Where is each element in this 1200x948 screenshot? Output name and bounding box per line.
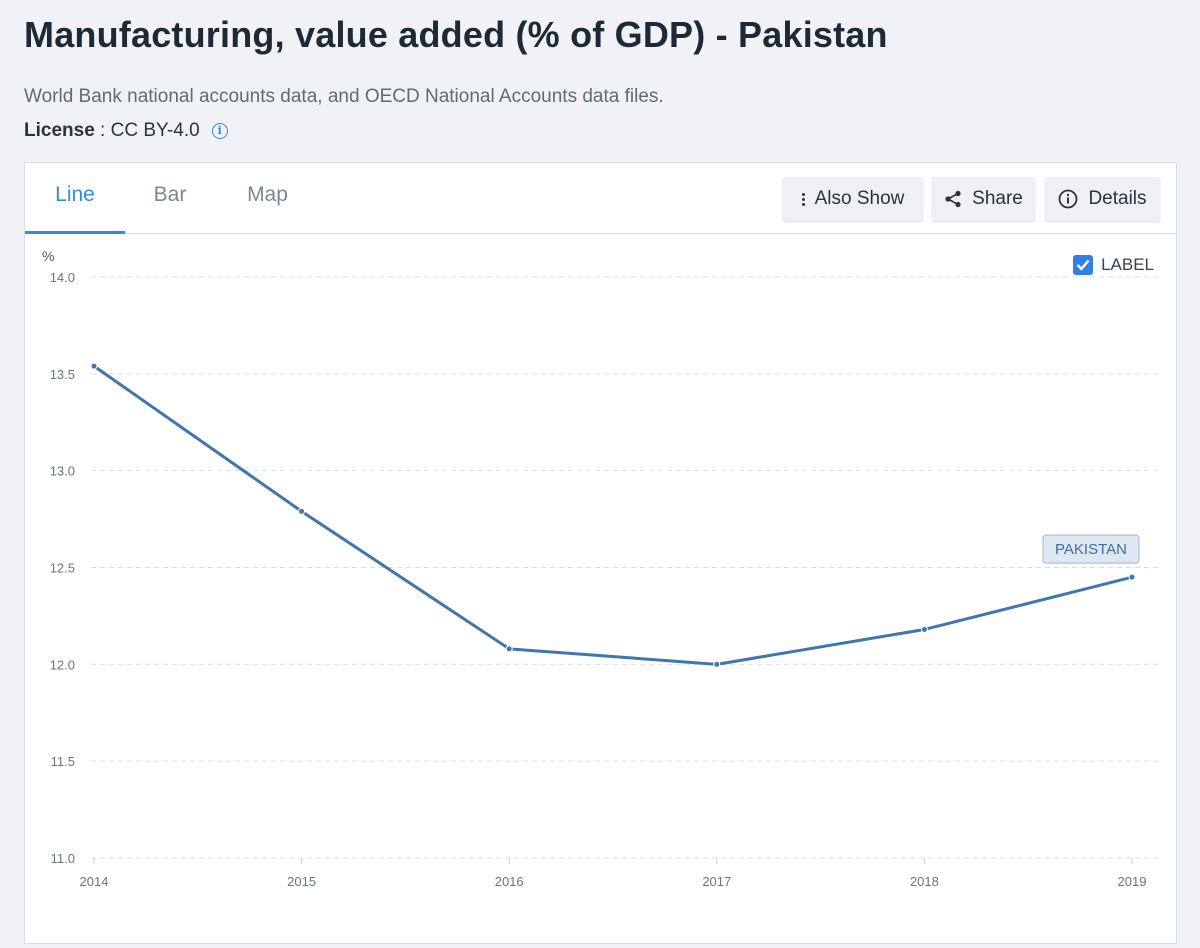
y-tick-label: 12.5 — [50, 561, 75, 576]
share-icon — [945, 190, 961, 208]
also-show-button[interactable]: Also Show — [783, 177, 923, 221]
y-tick-label: 11.0 — [51, 851, 75, 866]
y-tick-label: 11.5 — [51, 754, 75, 769]
x-tick-label: 2017 — [702, 874, 731, 889]
y-axis-label: % — [42, 248, 54, 264]
source-text: World Bank national accounts data, and O… — [24, 86, 664, 107]
also-show-label: Also Show — [814, 188, 905, 209]
data-point — [90, 362, 98, 370]
info-circle-icon — [1059, 189, 1078, 209]
x-tick-label: 2019 — [1118, 874, 1147, 889]
chart-panel: Line Bar Map Also Show Share Details — [24, 162, 1177, 944]
label-toggle-text: LABEL — [1101, 255, 1154, 274]
y-tick-label: 13.5 — [50, 367, 75, 382]
details-label: Details — [1088, 188, 1147, 209]
series-label-box — [1042, 534, 1140, 564]
y-tick-label: 13.0 — [50, 464, 75, 479]
y-tick-label: 12.0 — [50, 657, 75, 672]
data-point — [1128, 573, 1136, 581]
tab-line[interactable]: Line — [25, 163, 125, 234]
share-button[interactable]: Share — [932, 177, 1035, 221]
series-label: PAKISTAN — [1055, 541, 1127, 558]
label-checkbox[interactable] — [1073, 255, 1094, 275]
share-label: Share — [972, 188, 1023, 209]
x-tick-label: 2016 — [495, 874, 524, 889]
data-point — [505, 645, 513, 653]
info-icon[interactable]: i — [211, 123, 228, 139]
y-tick-label: 14.0 — [50, 270, 75, 285]
label-toggle[interactable]: LABEL — [1073, 255, 1154, 275]
x-tick-label: 2015 — [287, 874, 316, 889]
details-button[interactable]: Details — [1045, 177, 1160, 221]
line-chart: % 11.0 11.5 12.0 12.5 13.0 13.5 14.0 2014 2015 201… — [42, 248, 1161, 889]
x-tick-label: 2018 — [910, 874, 939, 889]
data-point — [298, 507, 306, 515]
page-title: Manufacturing, value added (% of GDP) - … — [24, 14, 888, 55]
tab-bar: Line Bar Map Also Show Share Details — [25, 163, 1176, 234]
more-vertical-icon — [801, 192, 805, 206]
tab-map[interactable]: Map — [247, 183, 288, 206]
tab-bar-chart[interactable]: Bar — [153, 183, 187, 206]
data-point — [920, 625, 928, 633]
data-point — [713, 660, 721, 668]
x-tick-label: 2014 — [80, 874, 109, 889]
chart-area: LABEL % 11.0 11.5 12.0 12.5 13.0 13.5 14.0 2014 2… — [25, 234, 1176, 943]
series-line-pakistan — [93, 364, 1133, 666]
license-row: License : CC BY-4.0 i — [24, 120, 228, 142]
license-label: License — [24, 120, 95, 141]
checkmark-icon — [1076, 259, 1090, 271]
license-separator: : — [94, 120, 111, 141]
license-value: CC BY-4.0 — [110, 120, 200, 141]
